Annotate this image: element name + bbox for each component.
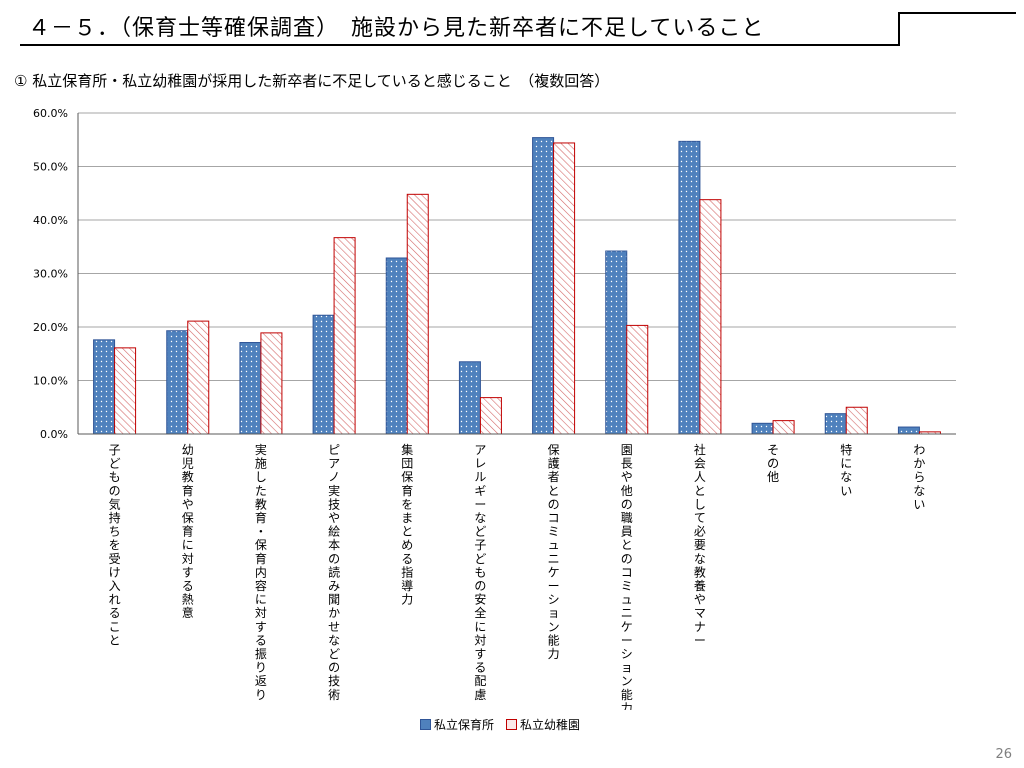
title-bar: ４－５．（保育士等確保調査） 施設から見た新卒者に不足していること <box>20 6 900 46</box>
x-tick-label: 保護者とのコミュニケーション能力 <box>548 443 560 661</box>
y-tick-label: 0.0% <box>40 428 68 441</box>
legend-label-youchien: 私立幼稚園 <box>520 718 581 732</box>
x-tick-label: 幼児教育や保育に対する熱意 <box>182 443 194 620</box>
bar-hoikusho <box>532 137 555 435</box>
bar-hoikusho <box>897 426 920 435</box>
y-tick-label: 60.0% <box>33 107 68 120</box>
bar-youchien <box>333 237 356 435</box>
x-tick-label: 社会人として必要な教養やマナー <box>694 442 706 647</box>
bar-youchien <box>406 193 429 435</box>
bar-youchien <box>772 420 795 435</box>
legend-label-hoikusho: 私立保育所 <box>434 718 495 732</box>
bar-hoikusho <box>239 342 262 435</box>
bar-youchien <box>187 320 210 435</box>
bar-youchien <box>479 397 502 435</box>
bar-youchien <box>553 142 576 435</box>
page-title: ４－５．（保育士等確保調査） 施設から見た新卒者に不足していること <box>28 16 765 41</box>
bar-hoikusho <box>678 140 701 435</box>
bar-hoikusho <box>385 257 408 435</box>
y-tick-label: 40.0% <box>33 214 68 227</box>
x-tick-label: 特にない <box>840 442 852 498</box>
legend-swatch-youchien <box>506 719 518 730</box>
bar-youchien <box>260 332 283 435</box>
bar-youchien <box>114 347 137 435</box>
bar-hoikusho <box>605 250 628 435</box>
title-underline <box>20 44 900 46</box>
x-tick-label: アレルギーなど子どもの安全に対する配慮 <box>474 443 486 702</box>
chart-subtitle: ① 私立保育所・私立幼稚園が採用した新卒者に不足していると感じること （複数回答… <box>14 72 610 90</box>
x-axis-labels: 子どもの気持ちを受け入れること 幼児教育や保育に対する熱意 実施した教育・保育内容に… <box>109 442 926 710</box>
x-tick-label: 実施した教育・保育内容に対する振り返り <box>255 442 267 702</box>
title-corner-box <box>898 12 1016 46</box>
x-tick-label: その他 <box>767 443 779 484</box>
bar-youchien <box>845 406 868 435</box>
y-tick-label: 10.0% <box>33 375 68 388</box>
bar-hoikusho <box>93 339 116 435</box>
y-tick-label: 20.0% <box>33 321 68 334</box>
y-tick-label: 30.0% <box>33 268 68 281</box>
legend-swatch-hoikusho <box>420 719 431 730</box>
bar-chart: 0.0% 10.0% 20.0% 30.0% 40.0% 50.0% 60.0% 子どもの気… <box>33 107 956 710</box>
bar-youchien <box>626 324 649 435</box>
legend-item-hoikusho: 私立保育所 <box>420 716 494 733</box>
x-tick-label: わからない <box>913 443 925 511</box>
x-tick-label: ピアノ実技や絵本の読み聞かせなどの技術 <box>328 443 340 702</box>
bar-hoikusho <box>751 422 774 435</box>
page-number: 26 <box>995 747 1012 762</box>
y-tick-label: 50.0% <box>33 161 68 174</box>
x-tick-label: 園長や他の職員とのコミュニケーション能力 <box>621 443 633 710</box>
legend: 私立保育所 私立幼稚園 <box>420 716 592 733</box>
bar-hoikusho <box>458 361 481 435</box>
bars <box>93 137 941 435</box>
x-tick-label: 集団保育をまとめる指導力 <box>401 442 413 607</box>
bar-youchien <box>699 199 722 435</box>
x-tick-label: 子どもの気持ちを受け入れること <box>109 443 121 647</box>
grid-lines <box>78 112 956 381</box>
bar-hoikusho <box>824 413 847 435</box>
y-axis-ticks: 0.0% 10.0% 20.0% 30.0% 40.0% 50.0% 60.0% <box>33 107 68 441</box>
bar-hoikusho <box>312 314 335 435</box>
legend-item-youchien: 私立幼稚園 <box>506 716 580 733</box>
bar-hoikusho <box>166 330 189 435</box>
